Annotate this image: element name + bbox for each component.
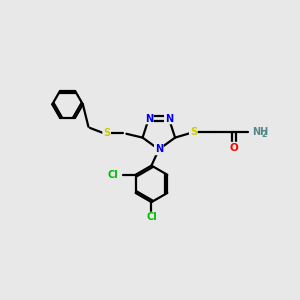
Text: Cl: Cl [107, 170, 118, 180]
Text: N: N [145, 113, 153, 124]
Text: N: N [155, 144, 163, 154]
Text: NH: NH [252, 127, 268, 137]
Text: N: N [165, 113, 173, 124]
Text: S: S [190, 127, 197, 137]
Text: O: O [229, 142, 238, 153]
Text: 2: 2 [261, 130, 266, 139]
Text: S: S [103, 128, 110, 138]
Text: Cl: Cl [146, 212, 157, 222]
